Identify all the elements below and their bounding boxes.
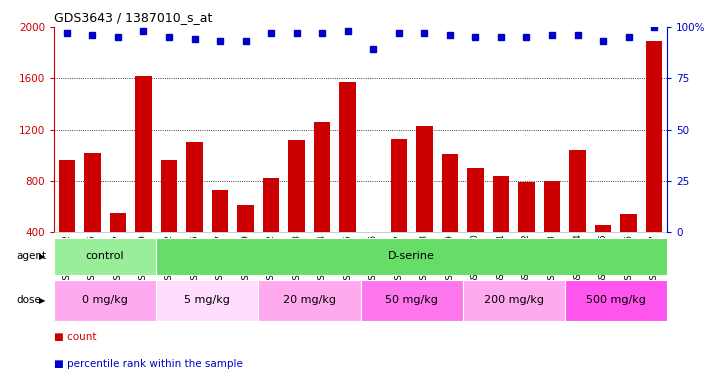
Text: agent: agent <box>16 251 46 262</box>
Bar <box>135 76 151 232</box>
Bar <box>110 213 126 232</box>
Bar <box>391 139 407 232</box>
Text: control: control <box>86 251 125 262</box>
Bar <box>58 161 75 232</box>
Text: ▶: ▶ <box>39 252 45 261</box>
Text: 5 mg/kg: 5 mg/kg <box>185 295 230 306</box>
Bar <box>288 140 305 232</box>
Text: ■ percentile rank within the sample: ■ percentile rank within the sample <box>54 359 243 369</box>
Bar <box>237 205 254 232</box>
Bar <box>467 168 484 232</box>
Bar <box>518 182 535 232</box>
Bar <box>161 161 177 232</box>
Bar <box>263 179 280 232</box>
Bar <box>544 181 560 232</box>
Text: ■ count: ■ count <box>54 332 97 342</box>
Text: GDS3643 / 1387010_s_at: GDS3643 / 1387010_s_at <box>54 12 213 25</box>
Bar <box>156 238 667 275</box>
Bar <box>570 150 586 232</box>
Bar <box>314 122 330 232</box>
Text: dose: dose <box>16 295 41 306</box>
Bar <box>492 176 509 232</box>
Bar <box>156 280 258 321</box>
Bar <box>212 190 229 232</box>
Bar <box>258 280 360 321</box>
Text: 200 mg/kg: 200 mg/kg <box>484 295 544 306</box>
Text: 20 mg/kg: 20 mg/kg <box>283 295 336 306</box>
Bar <box>565 280 667 321</box>
Bar <box>54 280 156 321</box>
Bar <box>463 280 565 321</box>
Bar <box>620 214 637 232</box>
Bar <box>595 225 611 232</box>
Text: 50 mg/kg: 50 mg/kg <box>385 295 438 306</box>
Bar <box>646 41 663 232</box>
Text: 0 mg/kg: 0 mg/kg <box>82 295 128 306</box>
Bar <box>84 153 101 232</box>
Bar <box>416 126 433 232</box>
Text: 500 mg/kg: 500 mg/kg <box>586 295 646 306</box>
Bar <box>186 142 203 232</box>
Bar <box>54 238 156 275</box>
Bar <box>340 82 356 232</box>
Bar <box>441 154 458 232</box>
Text: ▶: ▶ <box>39 296 45 305</box>
Bar <box>360 280 463 321</box>
Text: D-serine: D-serine <box>388 251 435 262</box>
